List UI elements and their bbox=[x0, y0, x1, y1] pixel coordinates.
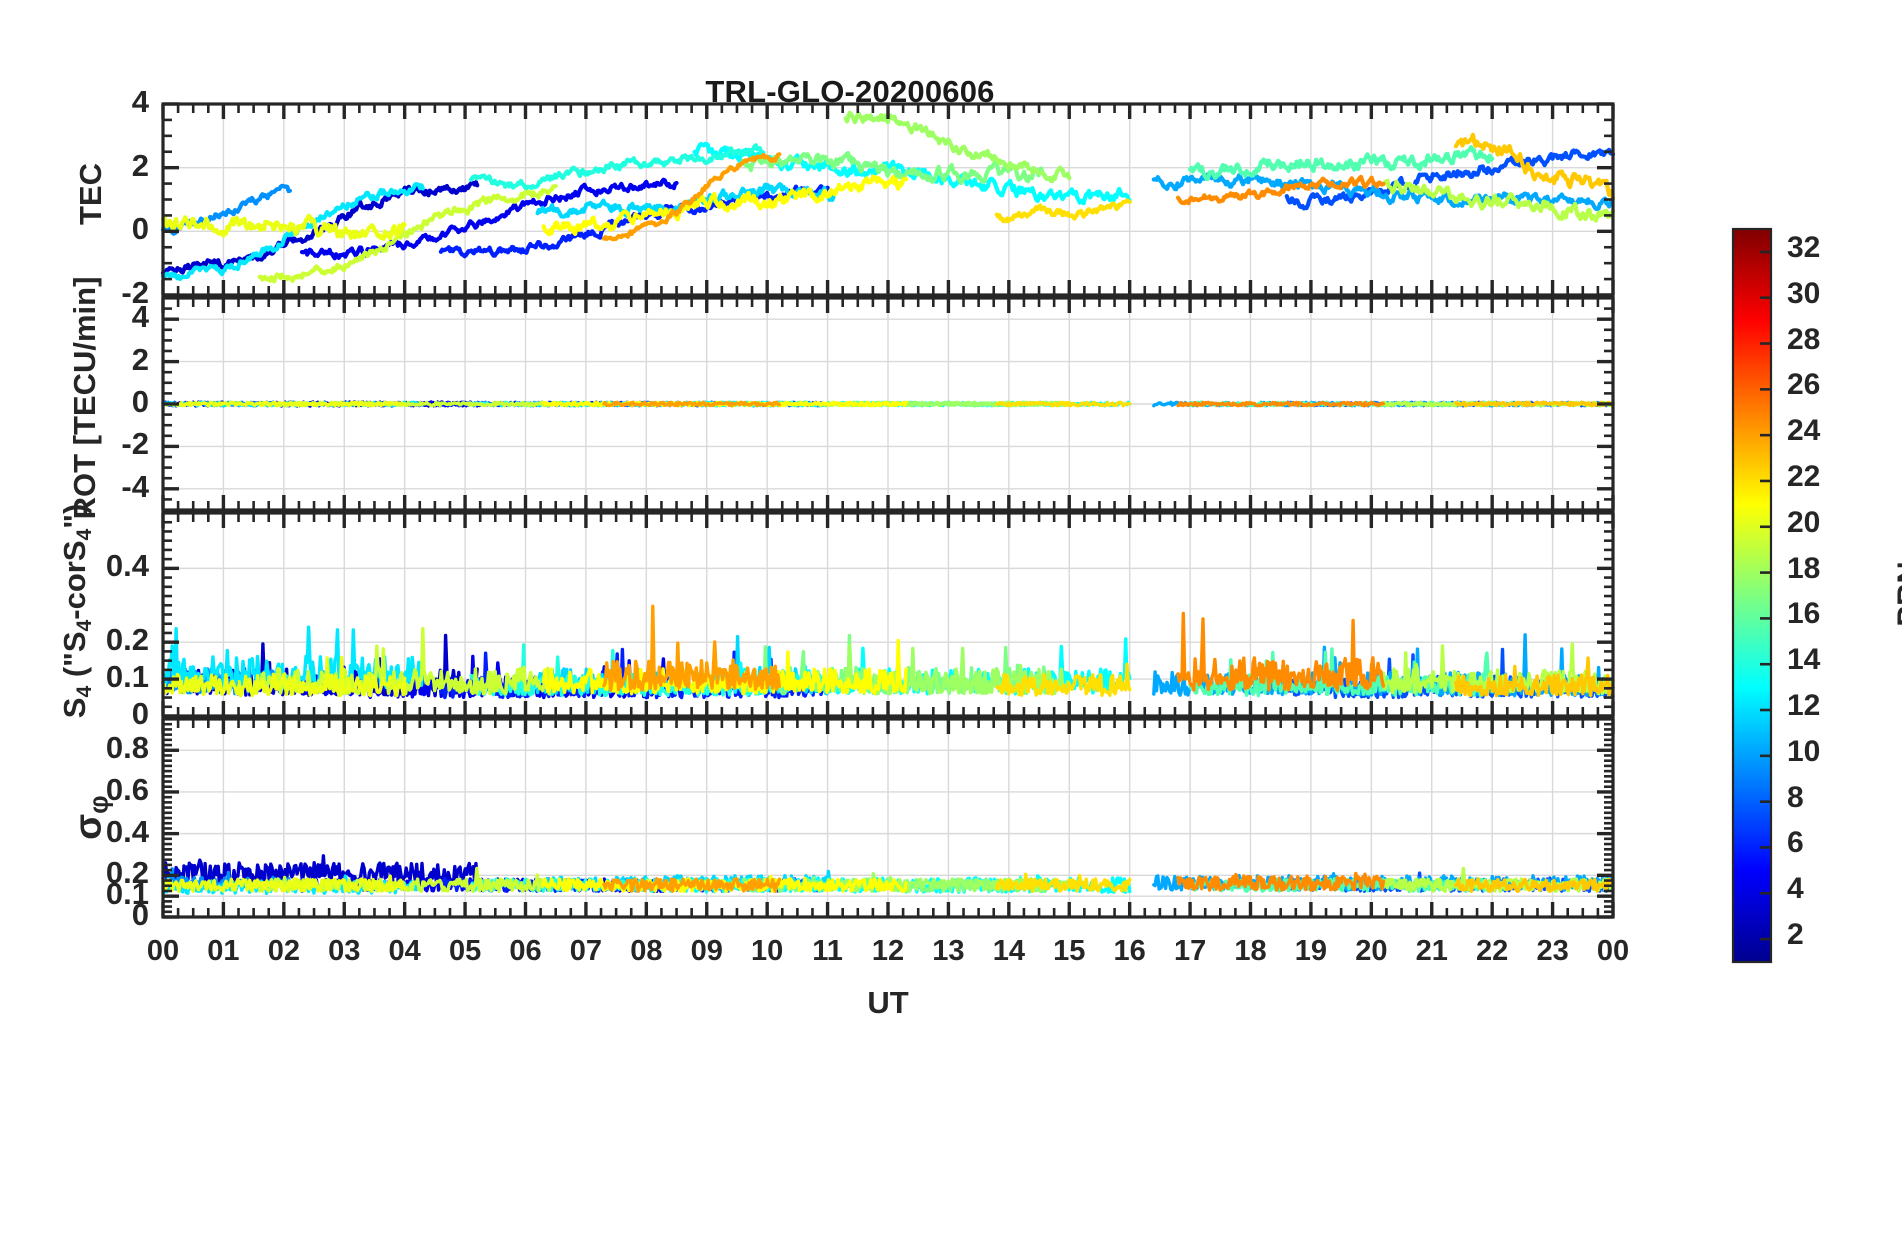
colorbar-tick-26: 26 bbox=[1787, 368, 1821, 402]
series-14 bbox=[469, 143, 764, 191]
ytick-label-rot-4: -4 bbox=[121, 468, 149, 504]
series-20 bbox=[161, 400, 407, 408]
ytick-label-rot-2: 0 bbox=[131, 384, 149, 419]
colorbar-tick-20: 20 bbox=[1787, 505, 1821, 539]
colorbar-tick-12: 12 bbox=[1787, 689, 1821, 723]
series-25 bbox=[1176, 611, 1386, 692]
ytick-label-tec-0: 4 bbox=[131, 84, 149, 119]
xtick-label-14: 14 bbox=[992, 935, 1025, 967]
xtick-label-8: 08 bbox=[630, 935, 663, 967]
series-19 bbox=[258, 627, 558, 696]
xtick-label-22: 22 bbox=[1476, 935, 1509, 967]
ytick-label-s4-1: 0.2 bbox=[105, 622, 149, 658]
colorbar-tick-6: 6 bbox=[1787, 826, 1804, 860]
ytick-label-s4-0: 0.4 bbox=[105, 548, 149, 584]
xtick-label-17: 17 bbox=[1173, 935, 1207, 967]
series-15 bbox=[1187, 145, 1495, 182]
series-24 bbox=[601, 152, 782, 242]
xtick-label-2: 02 bbox=[267, 935, 300, 967]
xtick-label-3: 03 bbox=[328, 935, 361, 967]
ytick-label-rot-3: -2 bbox=[121, 426, 149, 462]
series-19 bbox=[257, 184, 558, 284]
series-20 bbox=[161, 874, 407, 893]
series-22 bbox=[995, 400, 1132, 408]
colorbar-tick-16: 16 bbox=[1787, 597, 1821, 631]
ytick-label-rot-1: 2 bbox=[131, 341, 149, 377]
xtick-label-23: 23 bbox=[1536, 935, 1569, 967]
series-22 bbox=[994, 198, 1132, 224]
ytick-label-s4-2: 0.1 bbox=[105, 659, 149, 695]
colorbar-gradient bbox=[1733, 229, 1771, 962]
ytick-label-sigmaphi-4: 0.1 bbox=[105, 876, 149, 912]
xtick-label-4: 04 bbox=[388, 935, 421, 967]
colorbar-tick-14: 14 bbox=[1787, 643, 1821, 677]
xtick-label-20: 20 bbox=[1355, 935, 1388, 967]
xtick-label-12: 12 bbox=[871, 935, 905, 967]
ytick-label-sigmaphi-5: 0 bbox=[131, 897, 149, 932]
ytick-label-sigmaphi-3: 0.2 bbox=[105, 855, 149, 891]
colorbar-tick-32: 32 bbox=[1787, 230, 1821, 264]
colorbar-tick-24: 24 bbox=[1787, 414, 1821, 448]
ytick-label-sigmaphi-2: 0.4 bbox=[105, 813, 149, 849]
colorbar-tick-4: 4 bbox=[1787, 872, 1804, 906]
series-23 bbox=[1454, 656, 1615, 698]
xtick-label-5: 05 bbox=[448, 935, 482, 967]
ytick-label-tec-2: 0 bbox=[131, 211, 149, 247]
yaxis-label-sigmaphi: σφ bbox=[67, 795, 114, 840]
series-25 bbox=[1175, 174, 1386, 206]
series-23 bbox=[1454, 400, 1615, 408]
colorbar-tick-8: 8 bbox=[1787, 780, 1804, 814]
series-18 bbox=[1381, 178, 1616, 223]
colorbar-label: PRN bbox=[1890, 560, 1902, 627]
series-24 bbox=[602, 604, 781, 692]
series-21 bbox=[541, 174, 909, 237]
xtick-label-11: 11 bbox=[812, 935, 843, 967]
ytick-label-sigmaphi-0: 0.8 bbox=[105, 730, 149, 766]
xtick-label-0: 00 bbox=[146, 935, 180, 967]
xtick-label-9: 09 bbox=[690, 935, 723, 967]
colorbar-tick-18: 18 bbox=[1787, 551, 1821, 585]
ytick-label-tec-1: 2 bbox=[131, 147, 149, 183]
colorbar-tick-28: 28 bbox=[1787, 322, 1821, 356]
xtick-label-15: 15 bbox=[1053, 935, 1086, 967]
series-9 bbox=[1151, 172, 1616, 211]
series-20 bbox=[161, 655, 407, 698]
ytick-label-sigmaphi-1: 0.6 bbox=[105, 771, 149, 807]
series-21 bbox=[541, 874, 908, 894]
xaxis-label: UT bbox=[867, 985, 909, 1020]
xtick-label-10: 10 bbox=[751, 935, 784, 967]
xtick-label-1: 01 bbox=[207, 935, 240, 967]
series-17 bbox=[843, 110, 1072, 184]
ytick-label-s4-3: 0 bbox=[131, 696, 149, 731]
series-20 bbox=[160, 213, 407, 241]
ytick-label-rot-0: 4 bbox=[131, 299, 149, 335]
series-24 bbox=[602, 400, 781, 408]
series-23 bbox=[1454, 877, 1615, 893]
axes-layer bbox=[161, 102, 1615, 919]
series-5 bbox=[1284, 147, 1616, 211]
colorbar-tick-22: 22 bbox=[1787, 459, 1821, 493]
series-25 bbox=[1176, 400, 1386, 408]
xtick-label-13: 13 bbox=[932, 935, 965, 967]
xtick-label-18: 18 bbox=[1234, 935, 1267, 967]
series-25 bbox=[1176, 871, 1386, 892]
series-22 bbox=[995, 872, 1132, 893]
series-23 bbox=[1453, 132, 1616, 201]
xtick-label-7: 07 bbox=[569, 935, 603, 967]
colorbar-tick-10: 10 bbox=[1787, 734, 1821, 768]
ytick-label-tec-3: -2 bbox=[121, 275, 149, 310]
series-22 bbox=[995, 662, 1132, 697]
xtick-label-24: 00 bbox=[1596, 935, 1630, 967]
colorbar-tick-2: 2 bbox=[1787, 918, 1804, 952]
xtick-label-21: 21 bbox=[1415, 935, 1448, 967]
series-16 bbox=[740, 151, 1048, 186]
xtick-label-16: 16 bbox=[1113, 935, 1146, 967]
colorbar-tick-30: 30 bbox=[1787, 276, 1821, 310]
page-title: TRL-GLO-20200606 bbox=[705, 74, 995, 109]
xtick-label-19: 19 bbox=[1294, 935, 1328, 967]
series-24 bbox=[602, 877, 781, 893]
xtick-label-6: 06 bbox=[509, 935, 542, 967]
